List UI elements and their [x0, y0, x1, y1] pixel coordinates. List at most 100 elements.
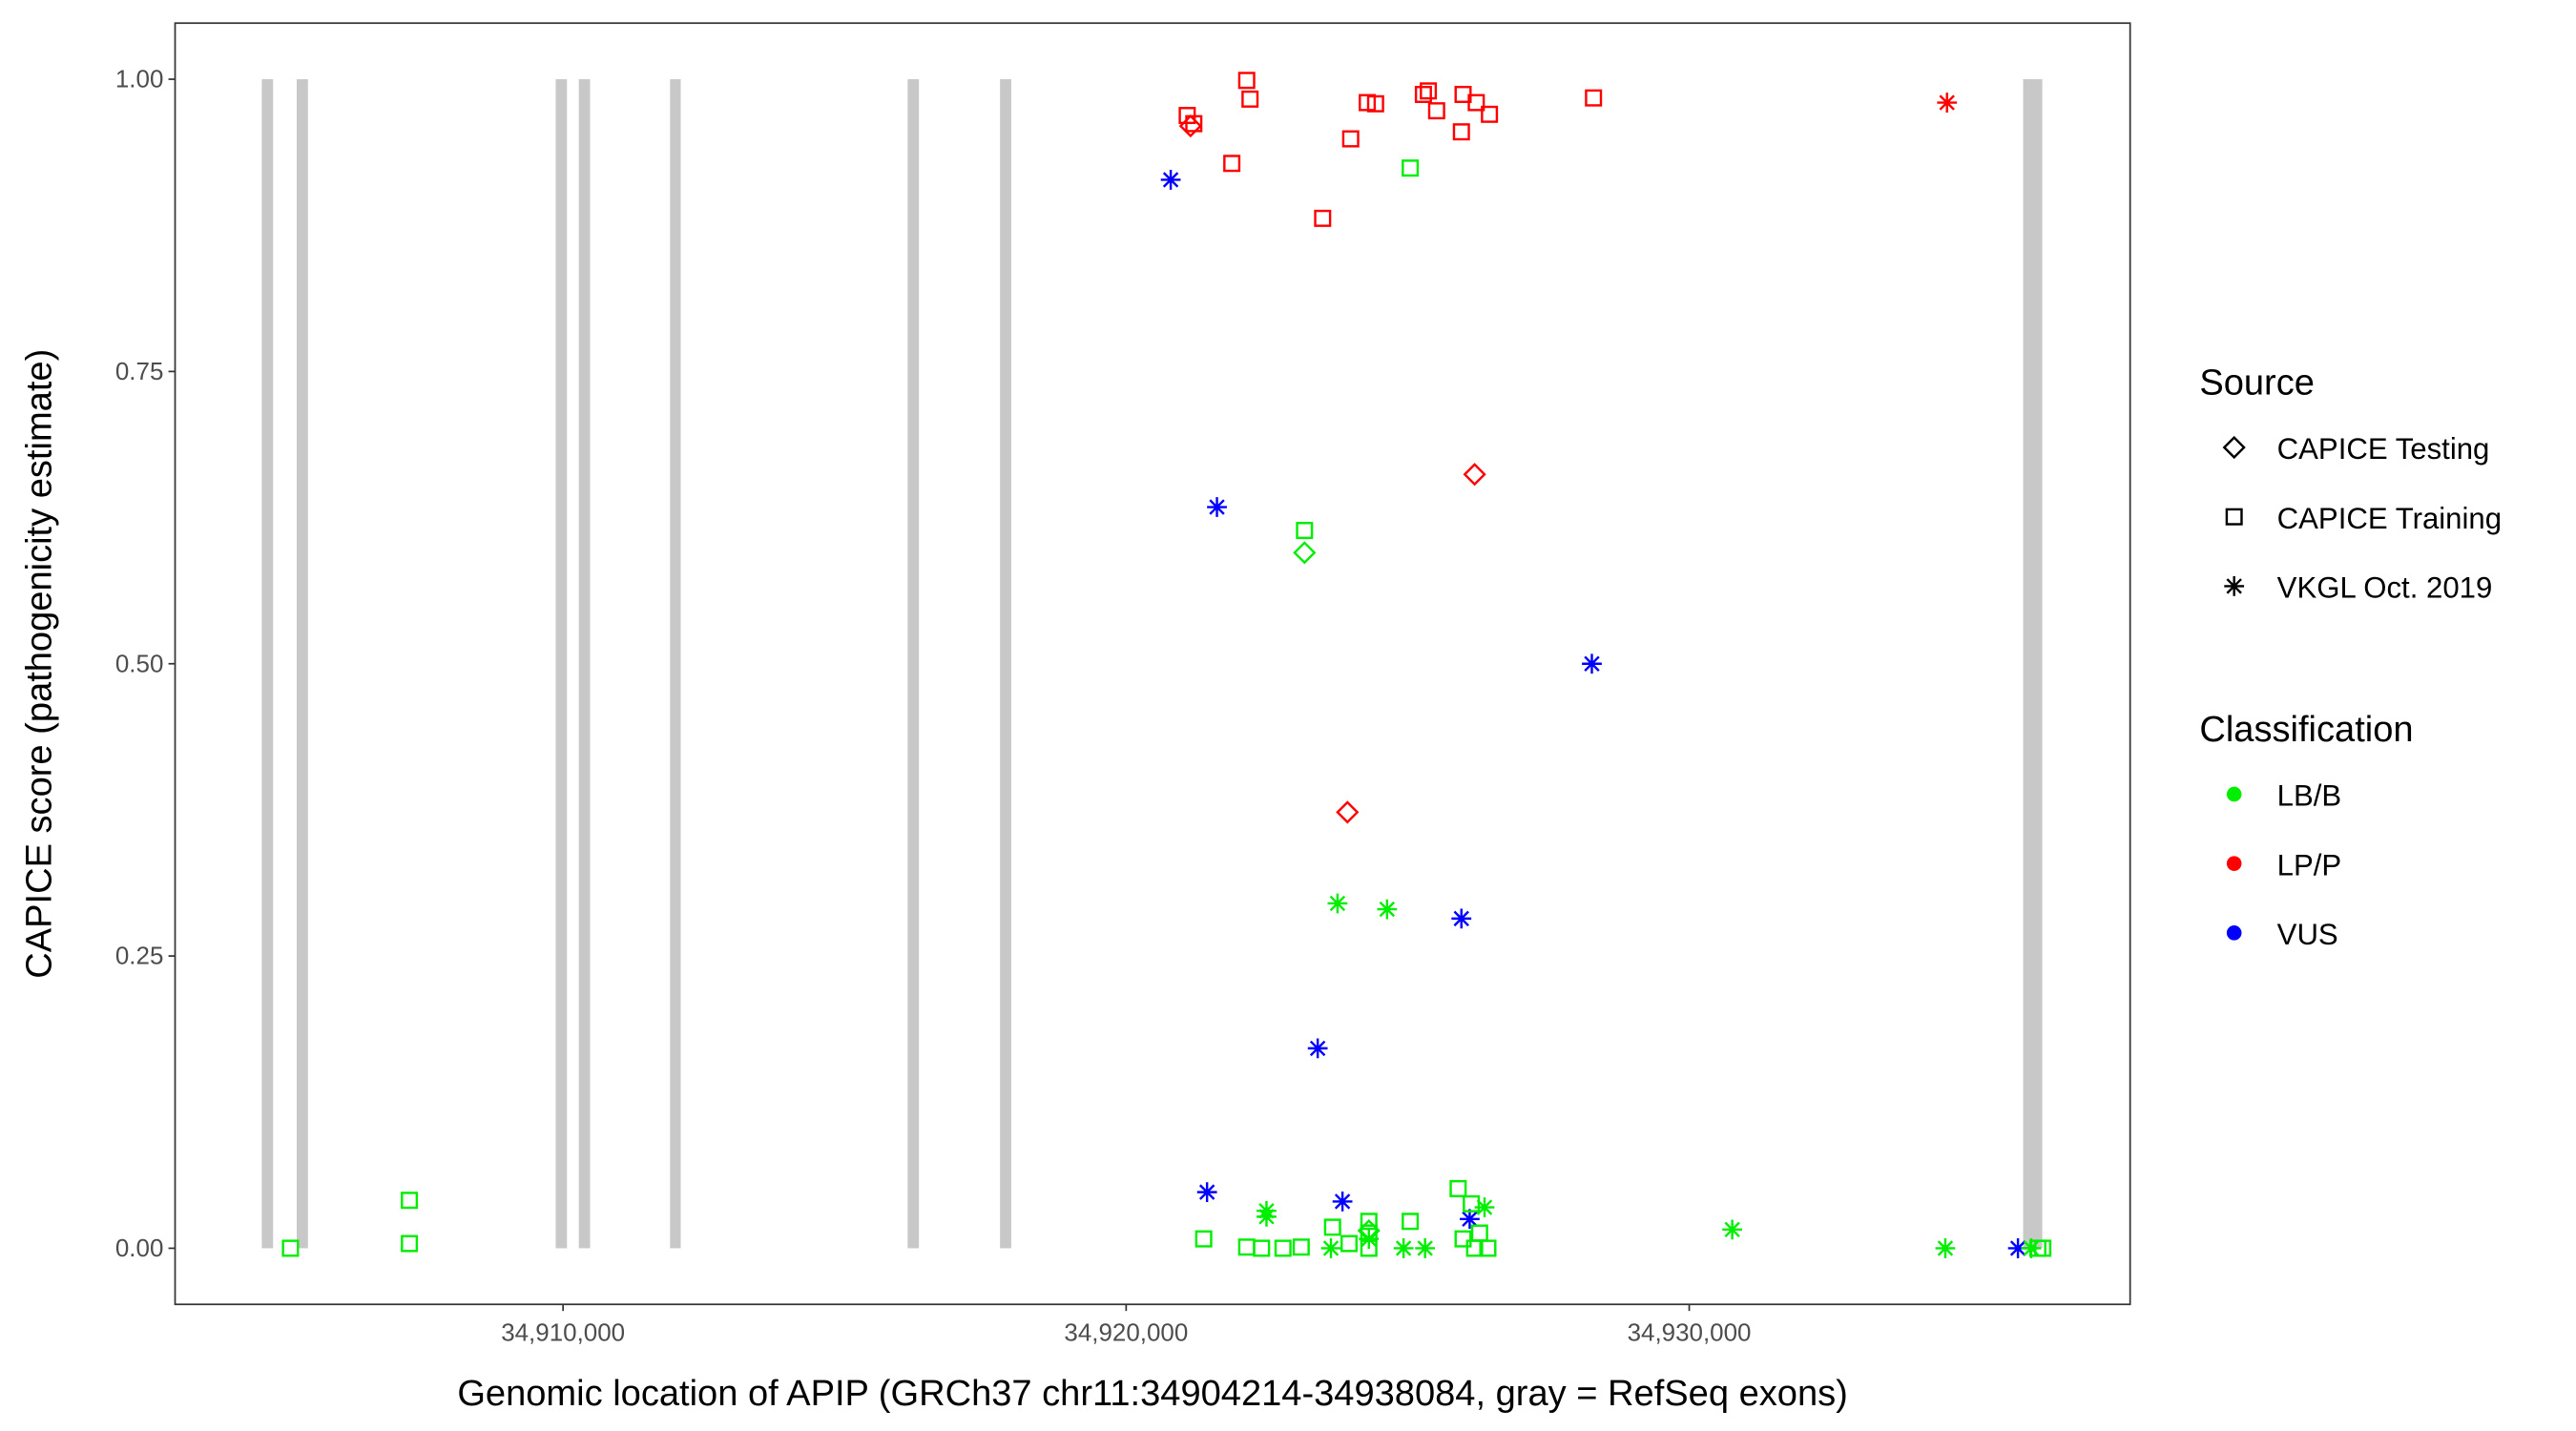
legend-class-label: LB/B — [2277, 779, 2342, 813]
square-marker — [1452, 123, 1470, 141]
star-marker — [1415, 1238, 1436, 1258]
star-marker — [1307, 1038, 1328, 1059]
x-tick-label: 34,930,000 — [1628, 1317, 1752, 1346]
data-point — [1237, 1238, 1256, 1256]
data-point — [281, 1239, 300, 1257]
diamond-marker — [1463, 463, 1486, 487]
exon-bar — [2023, 79, 2043, 1249]
data-point — [1340, 1234, 1359, 1253]
data-point — [1465, 1239, 1484, 1257]
diamond-marker — [1336, 800, 1360, 824]
data-point — [2021, 1238, 2042, 1258]
square-marker — [1241, 90, 1259, 108]
square-marker — [1402, 159, 1420, 177]
data-point — [401, 1192, 419, 1210]
data-point — [1479, 1239, 1497, 1257]
square-marker — [1237, 72, 1256, 90]
data-point — [1327, 893, 1348, 914]
data-point — [1293, 541, 1317, 565]
legend-classification-title: Classification — [2199, 710, 2413, 750]
data-point — [1582, 653, 1602, 674]
star-marker — [1935, 1238, 1956, 1258]
data-point — [1420, 82, 1438, 100]
star-marker — [1722, 1219, 1743, 1240]
y-axis-label: CAPICE score (pathogenicity estimate) — [20, 349, 60, 979]
star-marker — [1196, 1182, 1217, 1203]
x-tick-label: 34,910,000 — [501, 1317, 625, 1346]
data-point — [1296, 522, 1314, 540]
square-marker — [1420, 82, 1438, 100]
star-marker — [1460, 1209, 1480, 1230]
y-tick-label: 0.50 — [115, 649, 164, 677]
square-marker — [1414, 85, 1432, 103]
legend-class-label: LP/P — [2277, 848, 2342, 881]
data-point — [1481, 105, 1499, 123]
data-point — [1585, 89, 1603, 107]
data-point — [1207, 497, 1227, 517]
data-point — [1359, 1229, 1380, 1250]
data-point — [2007, 1238, 2028, 1258]
legend-color-dot — [2226, 856, 2242, 871]
star-marker — [1257, 1206, 1277, 1227]
data-point — [1257, 1206, 1277, 1227]
square-marker — [1470, 1224, 1488, 1242]
square-marker — [1296, 522, 1314, 540]
square-marker — [401, 1192, 419, 1210]
y-tick-label: 0.25 — [115, 942, 164, 970]
square-marker — [1341, 130, 1360, 148]
square-marker — [1195, 1230, 1213, 1248]
exon-bar — [578, 79, 591, 1249]
data-point — [1415, 1238, 1436, 1258]
star-marker — [1451, 908, 1472, 929]
data-point — [1366, 94, 1384, 113]
square-marker — [1340, 1234, 1359, 1253]
y-tick-label: 1.00 — [115, 65, 164, 93]
exon-bar — [555, 79, 568, 1249]
legend-source-label: CAPICE Training — [2277, 502, 2502, 535]
square-marker — [1481, 105, 1499, 123]
x-axis: 34,910,000 34,920,000 34,930,000 — [501, 1304, 1751, 1346]
star-marker — [2224, 576, 2245, 596]
data-point — [1160, 170, 1181, 190]
star-marker — [2021, 1238, 2042, 1258]
data-point — [1402, 159, 1420, 177]
square-marker — [1360, 1213, 1378, 1231]
data-point — [1360, 1213, 1378, 1231]
data-point — [1470, 1224, 1488, 1242]
square-marker — [1449, 1179, 1467, 1197]
data-point — [1402, 1213, 1420, 1231]
legend-color-dot — [2226, 925, 2242, 941]
exon-bars — [261, 79, 2043, 1249]
data-point — [1323, 1218, 1341, 1236]
data-point — [1722, 1219, 1743, 1240]
square-marker — [1223, 155, 1241, 173]
square-marker — [281, 1239, 300, 1257]
data-point — [1467, 93, 1485, 112]
exon-bar — [296, 79, 308, 1249]
data-point — [1307, 1038, 1328, 1059]
square-marker — [1402, 1213, 1420, 1231]
x-axis-label: Genomic location of APIP (GRCh37 chr11:3… — [457, 1374, 1848, 1414]
data-point — [1253, 1239, 1271, 1257]
y-tick-label: 0.00 — [115, 1234, 164, 1262]
star-marker — [1359, 1229, 1380, 1250]
legend-source-title: Source — [2199, 363, 2315, 404]
legend-source-label: VKGL Oct. 2019 — [2277, 571, 2493, 605]
square-marker — [1292, 1238, 1310, 1256]
exon-bar — [1000, 79, 1011, 1249]
legend-source-label: CAPICE Testing — [2277, 432, 2490, 466]
exon-bar — [670, 79, 681, 1249]
star-marker — [1393, 1238, 1414, 1258]
data-point — [1336, 800, 1360, 824]
plot-panel-border — [174, 22, 2131, 1306]
star-marker — [1320, 1238, 1341, 1258]
data-point — [1454, 1230, 1472, 1248]
data-point — [1452, 123, 1470, 141]
square-marker — [1585, 89, 1603, 107]
star-marker — [1377, 899, 1398, 920]
exon-bar — [907, 79, 920, 1249]
data-point — [1414, 85, 1432, 103]
data-point — [1393, 1238, 1414, 1258]
x-tick-label: 34,920,000 — [1064, 1317, 1188, 1346]
